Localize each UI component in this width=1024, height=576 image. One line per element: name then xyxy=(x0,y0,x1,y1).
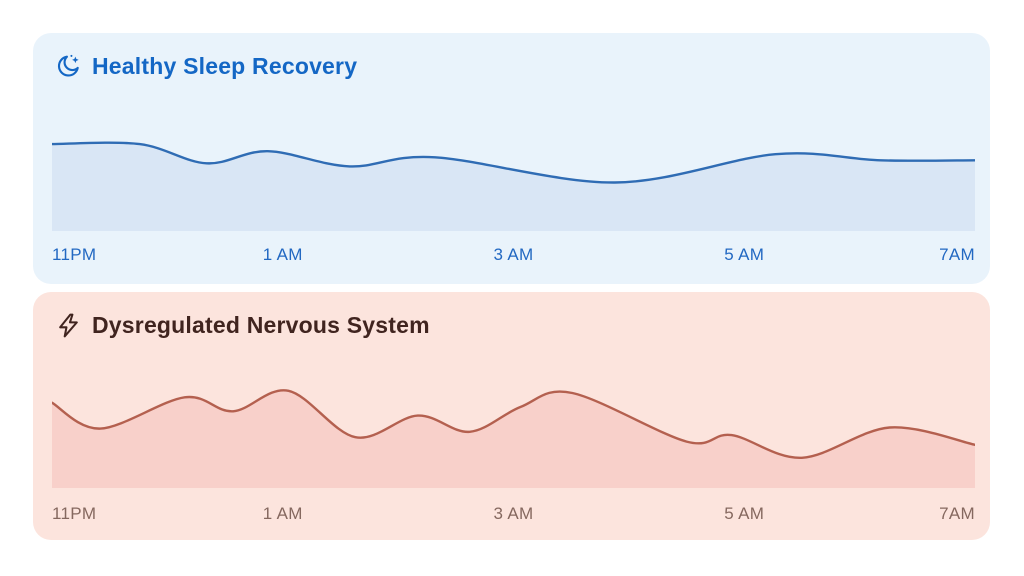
x-axis-labels: 11PM 1 AM 3 AM 5 AM 7AM xyxy=(52,245,975,267)
x-tick-label: 1 AM xyxy=(262,245,303,264)
x-tick-label: 5 AM xyxy=(724,245,765,264)
card-header: Dysregulated Nervous System xyxy=(55,312,430,339)
x-tick-label: 11PM xyxy=(52,245,97,264)
card-dysregulated-nervous-system: Dysregulated Nervous System 11PM 1 AM 3 … xyxy=(33,292,990,540)
card-header: Healthy Sleep Recovery xyxy=(55,53,357,80)
nervous-system-area-fill xyxy=(52,390,975,488)
x-tick-label: 3 AM xyxy=(493,504,534,523)
x-axis-labels: 11PM 1 AM 3 AM 5 AM 7AM xyxy=(52,504,975,526)
x-tick-label: 7AM xyxy=(939,245,975,264)
x-tick-label: 5 AM xyxy=(724,504,765,523)
moon-sparkle-icon xyxy=(58,54,79,77)
card-title: Dysregulated Nervous System xyxy=(92,312,430,338)
x-tick-label: 3 AM xyxy=(493,245,534,264)
card-healthy-sleep-recovery: Healthy Sleep Recovery 11PM 1 AM 3 AM 5 … xyxy=(33,33,990,284)
nervous-system-line xyxy=(52,389,975,460)
lightning-bolt-icon xyxy=(59,313,78,338)
x-tick-label: 1 AM xyxy=(262,504,303,523)
nervous-system-area-chart xyxy=(52,389,975,488)
x-tick-label: 11PM xyxy=(52,504,97,523)
sleep-recovery-line xyxy=(52,141,975,184)
sleep-recovery-area-fill xyxy=(52,142,975,231)
card-title: Healthy Sleep Recovery xyxy=(92,53,358,79)
sleep-recovery-area-chart xyxy=(52,141,975,231)
x-tick-label: 7AM xyxy=(939,504,975,523)
